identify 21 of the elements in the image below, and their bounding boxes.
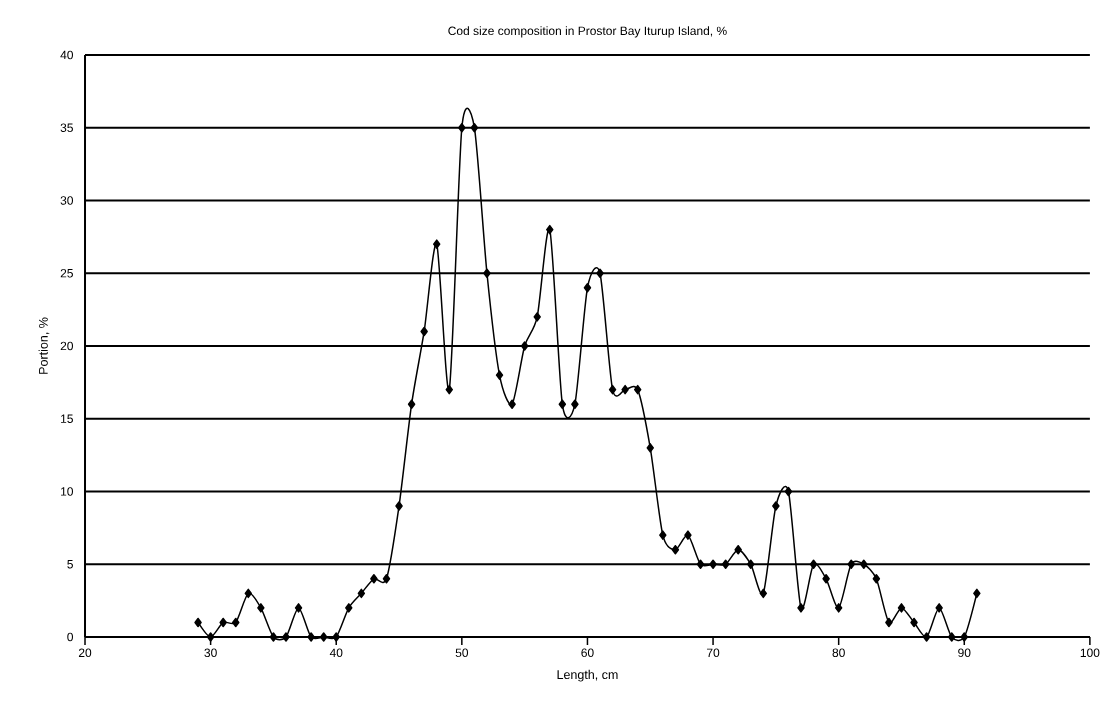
y-tick-label: 0 bbox=[67, 632, 74, 642]
x-tick-label: 80 bbox=[832, 648, 845, 658]
y-tick-label: 40 bbox=[60, 50, 74, 60]
x-tick-label: 50 bbox=[455, 648, 469, 658]
y-tick-label: 20 bbox=[60, 341, 74, 351]
y-tick-label: 5 bbox=[67, 560, 73, 569]
x-tick-label: 20 bbox=[78, 648, 92, 658]
x-tick-label: 90 bbox=[958, 648, 971, 658]
y-tick-label: 25 bbox=[60, 269, 73, 278]
y-axis-title: Portion, % bbox=[38, 317, 50, 374]
x-tick-label: 30 bbox=[204, 648, 217, 658]
y-tick-label: 10 bbox=[61, 487, 74, 496]
x-tick-label: 70 bbox=[707, 648, 720, 658]
x-tick-label: 60 bbox=[581, 648, 594, 658]
x-tick-label: 100 bbox=[1080, 648, 1100, 658]
chart-title: Cod size composition in Prostor Bay Iturup Island, % bbox=[448, 26, 727, 38]
y-tick-label: 35 bbox=[60, 123, 73, 132]
y-tick-label: 15 bbox=[61, 414, 73, 423]
x-axis-title: Length, cm bbox=[557, 669, 618, 682]
x-tick-label: 40 bbox=[329, 648, 343, 658]
y-tick-label: 30 bbox=[60, 196, 74, 205]
